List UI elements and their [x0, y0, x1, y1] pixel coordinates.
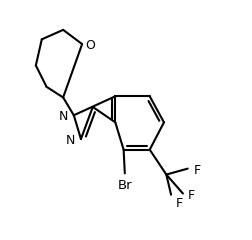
Text: F: F — [188, 189, 195, 202]
Text: N: N — [66, 134, 75, 147]
Text: Br: Br — [117, 179, 132, 192]
Text: F: F — [175, 197, 182, 210]
Text: O: O — [86, 39, 96, 52]
Text: N: N — [58, 110, 68, 123]
Text: F: F — [194, 164, 201, 177]
